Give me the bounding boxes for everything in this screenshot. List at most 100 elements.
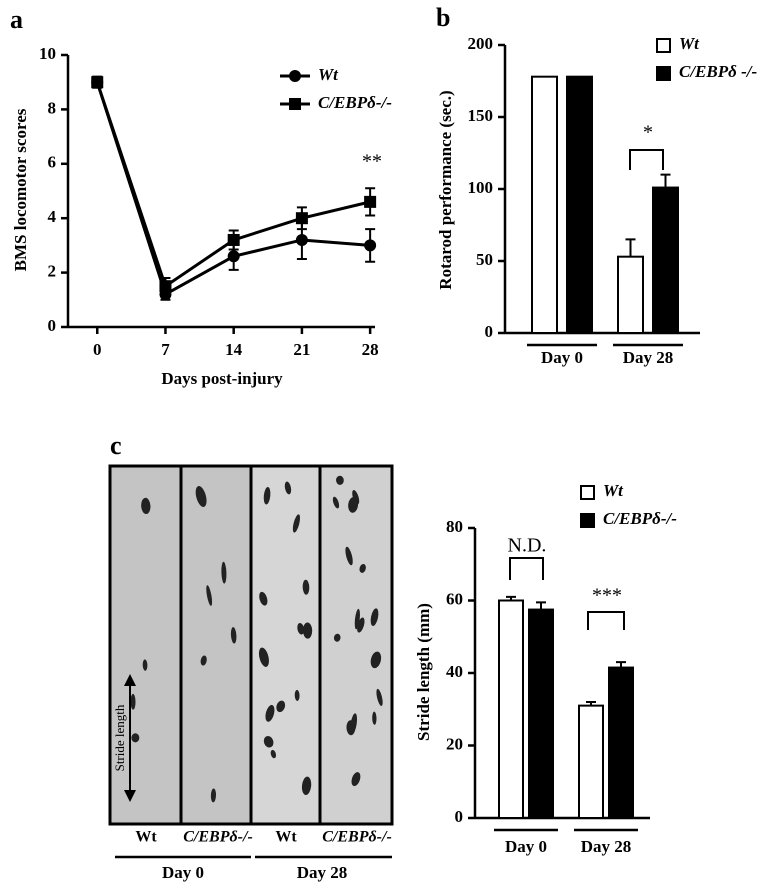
y-tick-label: 0 <box>455 807 464 826</box>
y-axis-label: Rotarod performance (sec.) <box>436 90 455 289</box>
footprint <box>302 622 313 639</box>
legend-marker <box>289 98 301 110</box>
x-tick-label: 28 <box>362 340 379 359</box>
x-tick-label: Day 0 <box>541 348 583 367</box>
footprint <box>346 720 356 736</box>
y-tick-label: 80 <box>446 517 463 536</box>
y-tick-label: 100 <box>468 178 494 197</box>
error-bar <box>660 173 671 188</box>
legend-label: C/EBPδ-/- <box>318 93 392 112</box>
y-tick-label: 0 <box>48 316 57 335</box>
y-axis-label: BMS locomotor scores <box>11 108 30 271</box>
footprint <box>270 749 277 759</box>
group-label: Day 0 <box>162 863 204 882</box>
footprint <box>351 772 361 787</box>
significance-bracket <box>629 149 664 170</box>
footprint <box>332 496 340 509</box>
lane-label: Wt <box>275 829 297 846</box>
footprint <box>376 688 383 706</box>
x-tick-label: 7 <box>161 340 170 359</box>
marker <box>364 195 377 208</box>
lane-label: C/EBPδ-/- <box>322 829 392 846</box>
lane <box>318 464 394 826</box>
error-bar <box>625 238 636 257</box>
legend-label: Wt <box>318 65 339 84</box>
footprint <box>302 579 310 595</box>
footprint <box>370 608 379 626</box>
marker <box>227 250 240 263</box>
annotation: N.D. <box>508 535 547 557</box>
footprint <box>372 711 377 725</box>
footprint <box>276 700 286 713</box>
y-tick-label: 150 <box>468 106 494 125</box>
lane-label: C/EBPδ-/- <box>183 829 253 846</box>
x-tick-label: Day 28 <box>581 837 632 856</box>
footprint <box>259 591 268 606</box>
footprint <box>284 481 292 495</box>
footprint <box>258 647 269 667</box>
x-axis-label: Days post-injury <box>161 369 283 388</box>
y-tick-label: 6 <box>48 153 57 172</box>
x-tick-label: 14 <box>225 340 243 359</box>
legend-label: C/EBPδ -/- <box>679 62 757 81</box>
legend-swatch <box>580 513 595 528</box>
bar <box>531 75 558 335</box>
bar <box>617 255 644 334</box>
footprint <box>294 689 300 701</box>
significance-bracket <box>587 611 625 630</box>
footprint <box>265 704 275 722</box>
footprint <box>210 788 217 803</box>
bar <box>566 75 593 335</box>
panel-label: c <box>110 431 122 460</box>
bar <box>578 704 604 819</box>
x-tick-label: 21 <box>293 340 310 359</box>
footprint <box>336 475 344 485</box>
error-bar <box>536 601 546 610</box>
legend-swatch <box>656 66 671 81</box>
bar <box>608 666 634 819</box>
y-tick-label: 10 <box>39 44 56 63</box>
legend-label: C/EBPδ-/- <box>603 509 677 528</box>
footprint <box>370 651 382 669</box>
y-axis-label: Stride length (mm) <box>414 603 433 741</box>
legend-label: Wt <box>603 481 624 500</box>
footprint <box>348 497 359 513</box>
footprint-image <box>108 464 394 826</box>
footprint <box>359 563 366 573</box>
legend-swatch <box>580 485 595 500</box>
footprint <box>142 659 148 671</box>
annotation: ** <box>362 151 382 173</box>
bar <box>652 186 679 334</box>
lane <box>179 464 253 826</box>
lane-label: Wt <box>135 829 157 846</box>
footprint <box>297 622 305 635</box>
y-tick-label: 200 <box>468 34 494 53</box>
marker <box>159 280 172 293</box>
lane <box>249 464 322 826</box>
marker <box>227 233 240 246</box>
marker <box>364 239 377 252</box>
footprint <box>206 585 213 606</box>
x-tick-label: Day 28 <box>623 348 674 367</box>
y-tick-label: 60 <box>446 589 463 608</box>
lane <box>108 464 183 826</box>
y-tick-label: 0 <box>485 322 494 341</box>
footprint <box>131 733 140 743</box>
footprint <box>195 486 207 508</box>
footprint <box>345 546 353 566</box>
footprint <box>263 736 274 748</box>
stride-label: Stride length <box>112 704 127 771</box>
annotation: * <box>643 122 653 144</box>
y-tick-label: 40 <box>446 662 463 681</box>
footprint <box>200 655 207 666</box>
x-tick-label: Day 0 <box>505 837 547 856</box>
footprint <box>263 486 271 505</box>
bar <box>498 599 524 819</box>
y-tick-label: 20 <box>446 734 463 753</box>
footprint <box>230 627 237 644</box>
marker <box>295 212 308 225</box>
panel-label: a <box>10 5 23 34</box>
footprint <box>354 608 360 630</box>
footprint <box>292 514 301 533</box>
y-tick-label: 4 <box>48 207 57 226</box>
